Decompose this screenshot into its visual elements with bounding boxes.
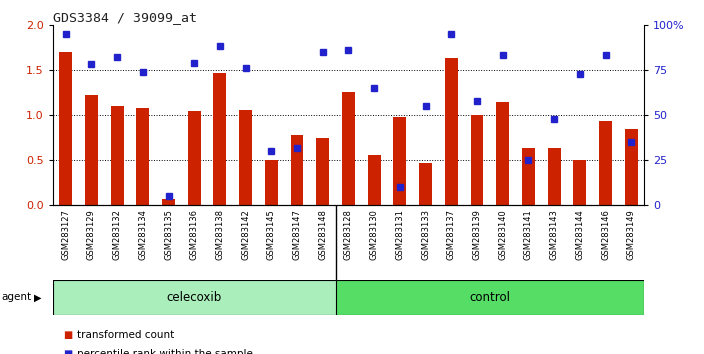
Text: GSM283134: GSM283134 [138,209,147,260]
Text: GSM283135: GSM283135 [164,209,173,260]
Text: GSM283131: GSM283131 [396,209,404,260]
Text: GSM283140: GSM283140 [498,209,508,260]
Bar [162,199,175,205]
Text: GSM283132: GSM283132 [113,209,122,260]
Text: GSM283139: GSM283139 [472,209,482,260]
Text: agent: agent [1,292,32,302]
Text: GSM283136: GSM283136 [189,209,199,260]
Text: GSM283144: GSM283144 [575,209,584,260]
Text: GSM283141: GSM283141 [524,209,533,260]
Text: ▶: ▶ [34,292,42,302]
Bar [419,163,432,205]
Text: ■: ■ [63,349,73,354]
Bar [470,115,484,205]
Text: control: control [470,291,510,304]
Bar [59,52,72,205]
Text: GSM283149: GSM283149 [627,209,636,260]
Bar [445,58,458,205]
Text: GSM283130: GSM283130 [370,209,379,260]
Text: transformed count: transformed count [77,330,175,339]
Bar [316,138,329,205]
Bar [265,160,278,205]
Text: GSM283143: GSM283143 [550,209,559,260]
Text: GSM283147: GSM283147 [293,209,301,260]
Bar [574,160,586,205]
Text: ■: ■ [63,330,73,339]
Bar [53,280,336,315]
Bar [239,110,252,205]
Bar [394,117,406,205]
Bar [342,92,355,205]
Text: celecoxib: celecoxib [167,291,222,304]
Bar [599,121,612,205]
Text: GSM283146: GSM283146 [601,209,610,260]
Bar [367,155,381,205]
Text: GSM283137: GSM283137 [447,209,455,260]
Text: percentile rank within the sample: percentile rank within the sample [77,349,253,354]
Bar [625,129,638,205]
Text: GDS3384 / 39099_at: GDS3384 / 39099_at [53,11,197,24]
Text: GSM283138: GSM283138 [215,209,225,260]
Bar [522,148,535,205]
Bar [336,280,644,315]
Bar [137,108,149,205]
Bar [85,95,98,205]
Text: GSM283127: GSM283127 [61,209,70,260]
Text: GSM283133: GSM283133 [421,209,430,260]
Bar [496,102,509,205]
Bar [548,148,560,205]
Text: GSM283148: GSM283148 [318,209,327,260]
Text: GSM283129: GSM283129 [87,209,96,260]
Text: GSM283145: GSM283145 [267,209,276,260]
Bar [213,73,227,205]
Text: GSM283142: GSM283142 [241,209,250,260]
Bar [111,106,123,205]
Bar [291,135,303,205]
Bar [188,110,201,205]
Text: GSM283128: GSM283128 [344,209,353,260]
